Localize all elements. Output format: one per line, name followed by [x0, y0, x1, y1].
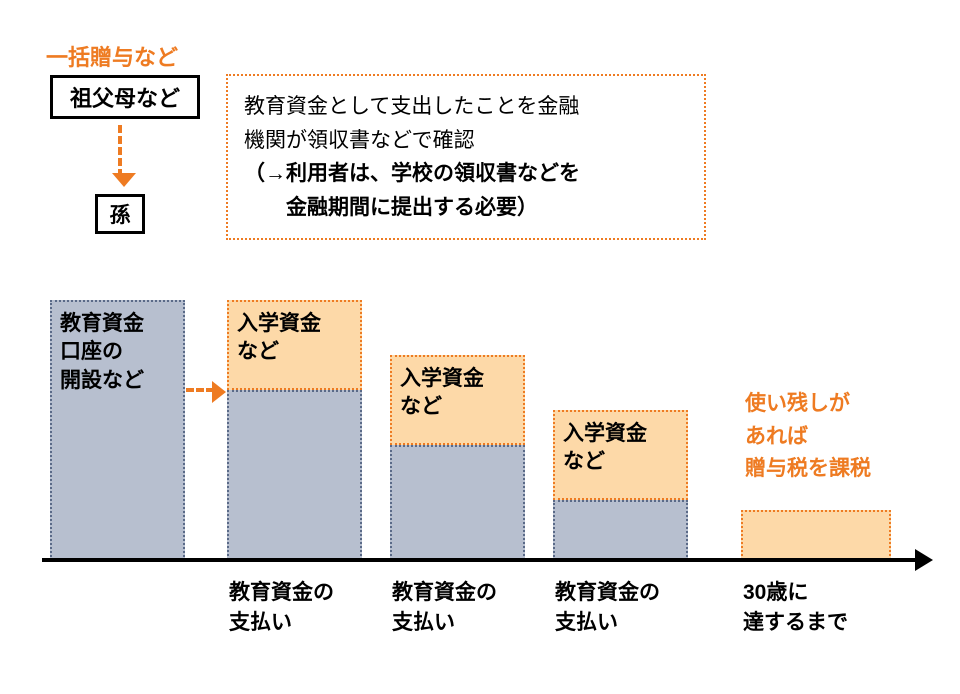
- diagram-canvas: 一括贈与など 祖父母など 孫 教育資金として支出したことを金融 機関が領収書など…: [0, 0, 960, 694]
- right-note: 使い残しが あれば 贈与税を課税: [745, 388, 871, 486]
- axis-label-b4-l1: 教育資金の: [555, 578, 660, 608]
- bar-label-b1: 教育資金口座の開設など: [60, 310, 144, 395]
- bar-label-b4: 入学資金など: [563, 420, 647, 477]
- info-line-2: 機関が領収書などで確認: [244, 124, 688, 158]
- bar-label-b2-l2: など: [237, 338, 321, 366]
- grandchild-box: 孫: [95, 194, 145, 234]
- bar-label-b4-l1: 入学資金: [563, 420, 647, 448]
- info-box: 教育資金として支出したことを金融 機関が領収書などで確認 （→利用者は、学校の領…: [226, 74, 706, 240]
- axis-label-b4: 教育資金の支払い: [555, 578, 660, 639]
- bar-label-b2: 入学資金など: [237, 310, 321, 367]
- bar-orange-b5: [741, 510, 891, 560]
- right-note-l2: あれば: [745, 421, 871, 454]
- bar-label-b3-l1: 入学資金: [400, 365, 484, 393]
- right-note-l3: 贈与税を課税: [745, 453, 871, 486]
- axis-label-b3: 教育資金の支払い: [392, 578, 497, 639]
- info-line-1: 教育資金として支出したことを金融: [244, 90, 688, 124]
- axis-label-b3-l1: 教育資金の: [392, 578, 497, 608]
- axis-label-b4-l2: 支払い: [555, 608, 660, 638]
- info-line-4: 金融期間に提出する必要）: [244, 191, 688, 225]
- bar-label-b3-l2: など: [400, 393, 484, 421]
- arrow-grandparent-to-child: [118, 125, 122, 177]
- axis-label-b5-l2: 達するまで: [743, 608, 848, 638]
- bar-label-b1-l1: 教育資金: [60, 310, 144, 338]
- axis-arrowhead: [915, 549, 933, 571]
- grandparent-box: 祖父母など: [50, 75, 200, 119]
- axis-label-b2: 教育資金の支払い: [229, 578, 334, 639]
- axis-label-b2-l1: 教育資金の: [229, 578, 334, 608]
- axis-label-b5: 30歳に達するまで: [743, 578, 848, 639]
- info-line-3: （→利用者は、学校の領収書などを: [244, 157, 688, 191]
- bar-gray-b2: [227, 390, 362, 560]
- axis-label-b5-l1: 30歳に: [743, 578, 848, 608]
- bar-gray-b3: [390, 445, 525, 560]
- bar-label-b2-l1: 入学資金: [237, 310, 321, 338]
- bar-label-b3: 入学資金など: [400, 365, 484, 422]
- axis-label-b2-l2: 支払い: [229, 608, 334, 638]
- right-note-l1: 使い残しが: [745, 388, 871, 421]
- arrow-account-to-payment: [186, 388, 214, 392]
- axis-label-b3-l2: 支払い: [392, 608, 497, 638]
- top-gift-label: 一括贈与など: [46, 40, 178, 72]
- bar-label-b4-l2: など: [563, 448, 647, 476]
- bar-gray-b4: [553, 500, 688, 560]
- bar-label-b1-l2: 口座の: [60, 338, 144, 366]
- bar-label-b1-l3: 開設など: [60, 367, 144, 395]
- axis-line: [42, 558, 918, 562]
